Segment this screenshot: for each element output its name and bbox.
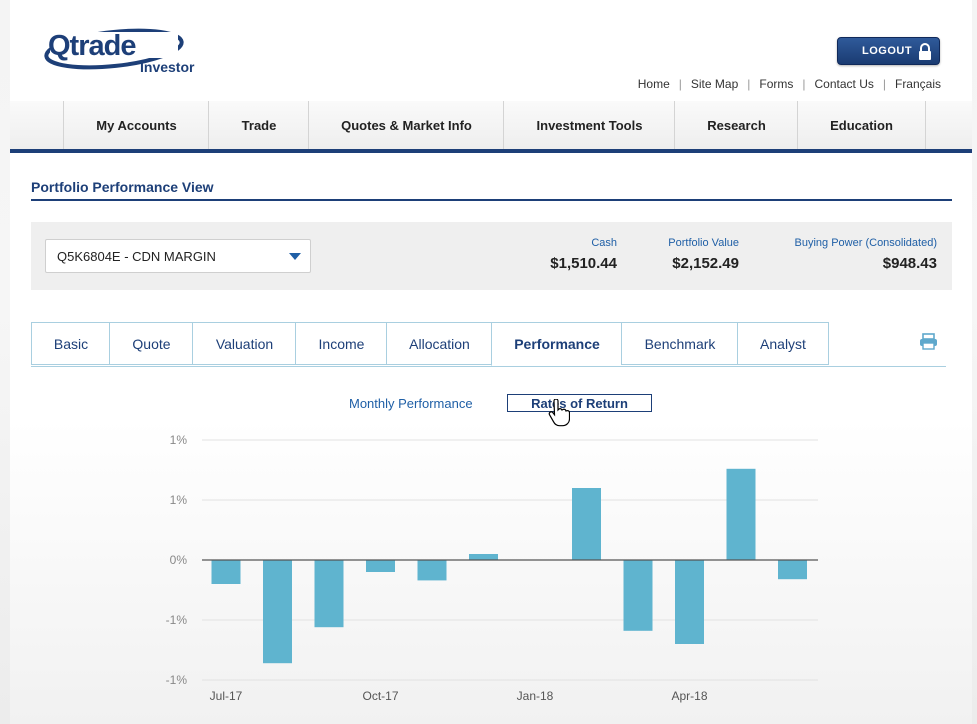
link-forms[interactable]: Forms xyxy=(759,77,794,91)
tab-benchmark[interactable]: Benchmark xyxy=(621,322,738,365)
cash-value: $1,510.44 xyxy=(550,255,617,272)
portfolio-value-label: Portfolio Value xyxy=(668,237,739,249)
account-summary-panel: Q5K6804E - CDN MARGIN Cash $1,510.44 Por… xyxy=(31,222,952,290)
y-tick-label: 1% xyxy=(170,493,188,507)
bar-may-18 xyxy=(726,468,756,560)
svg-text:Qtrade: Qtrade xyxy=(48,30,136,62)
nav-my-accounts[interactable]: My Accounts xyxy=(63,101,209,149)
bar-jun-18 xyxy=(778,560,807,580)
print-icon[interactable] xyxy=(919,333,938,350)
rates-of-return-chart: 1% 1% 0% -1% -1% Jul-17 Oct-17 Jan-18 Apr-18 xyxy=(166,433,818,703)
qtrade-logo[interactable]: Qtrade Investor xyxy=(44,22,214,82)
svg-text:Investor: Investor xyxy=(140,59,195,75)
tab-allocation[interactable]: Allocation xyxy=(386,322,492,365)
page-title: Portfolio Performance View xyxy=(31,179,214,195)
buying-power-value: $948.43 xyxy=(882,255,937,272)
nav-research[interactable]: Research xyxy=(674,101,798,149)
bar-jul-17 xyxy=(211,560,241,584)
account-select-value: Q5K6804E - CDN MARGIN xyxy=(57,248,216,264)
bar-mar-18 xyxy=(623,560,653,631)
main-nav: My Accounts Trade Quotes & Market Info I… xyxy=(10,101,972,153)
nav-investment-tools[interactable]: Investment Tools xyxy=(503,101,675,149)
bar-sep-17 xyxy=(314,560,344,628)
bar-oct-17 xyxy=(366,560,395,572)
cash-label: Cash xyxy=(591,237,617,249)
nav-quotes-market-info[interactable]: Quotes & Market Info xyxy=(308,101,504,149)
y-tick-label: -1% xyxy=(166,673,188,687)
logout-label: LOGOUT xyxy=(862,45,913,57)
nav-trade[interactable]: Trade xyxy=(208,101,309,149)
view-tabs: Basic Quote Valuation Income Allocation … xyxy=(31,322,946,367)
y-tick-label: 0% xyxy=(170,553,188,567)
bar-dec-17 xyxy=(469,554,498,560)
bar-nov-17 xyxy=(417,560,447,581)
account-select[interactable]: Q5K6804E - CDN MARGIN xyxy=(45,239,311,273)
bar-aug-17 xyxy=(263,560,292,664)
y-tick-label: 1% xyxy=(170,433,188,447)
x-tick-label: Oct-17 xyxy=(362,689,398,703)
logout-button[interactable]: LOGOUT xyxy=(837,37,940,65)
link-site-map[interactable]: Site Map xyxy=(690,77,739,91)
bar-apr-18 xyxy=(675,560,704,644)
lock-icon xyxy=(919,43,931,60)
chevron-down-icon xyxy=(289,253,301,260)
cash-stat: Cash $1,510.44 xyxy=(550,237,617,272)
y-tick-label: -1% xyxy=(166,613,188,627)
x-tick-label: Jan-18 xyxy=(517,689,554,703)
buying-power-stat: Buying Power (Consolidated) $948.43 xyxy=(795,237,937,272)
hand-pointer-icon xyxy=(548,399,570,427)
link-francais[interactable]: Français xyxy=(894,77,941,91)
x-tick-label: Jul-17 xyxy=(210,689,243,703)
buying-power-label: Buying Power (Consolidated) xyxy=(794,237,937,249)
link-contact-us[interactable]: Contact Us xyxy=(814,77,874,91)
x-tick-label: Apr-18 xyxy=(671,689,707,703)
title-divider xyxy=(31,199,952,201)
tab-valuation[interactable]: Valuation xyxy=(192,322,296,365)
tab-basic[interactable]: Basic xyxy=(31,322,110,365)
bar-feb-18 xyxy=(572,488,601,560)
tab-income[interactable]: Income xyxy=(295,322,387,365)
link-home[interactable]: Home xyxy=(637,77,670,91)
portfolio-value-value: $2,152.49 xyxy=(672,255,739,272)
nav-education[interactable]: Education xyxy=(797,101,926,149)
tab-performance[interactable]: Performance xyxy=(491,322,622,366)
tab-analyst[interactable]: Analyst xyxy=(737,322,829,365)
portfolio-value-stat: Portfolio Value $2,152.49 xyxy=(668,237,739,272)
subtab-rates-of-return[interactable]: Rates of Return xyxy=(507,394,652,412)
utility-links: Home | Site Map | Forms | Contact Us | Franç… xyxy=(637,77,941,91)
subtab-monthly-performance[interactable]: Monthly Performance xyxy=(349,396,473,411)
tab-quote[interactable]: Quote xyxy=(109,322,193,365)
